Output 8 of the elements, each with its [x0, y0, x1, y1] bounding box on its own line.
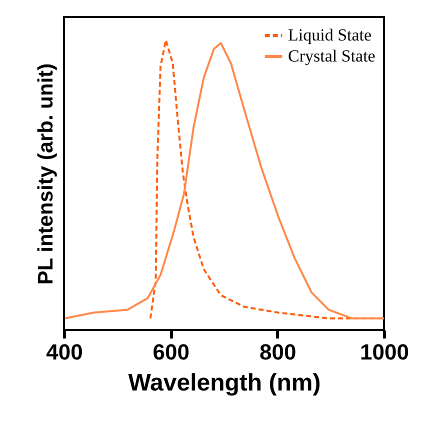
x-tick-label: 800 [259, 340, 296, 364]
x-axis-title: Wavelength (nm) [128, 370, 321, 396]
x-tick-label: 600 [152, 340, 190, 364]
x-tick-label: 1000 [360, 340, 409, 364]
x-tick-label: 400 [46, 340, 83, 364]
y-axis-title: PL intensity (arb. unit) [34, 63, 58, 285]
legend-label: Liquid State [288, 26, 372, 44]
legend-label: Crystal State [288, 46, 376, 66]
